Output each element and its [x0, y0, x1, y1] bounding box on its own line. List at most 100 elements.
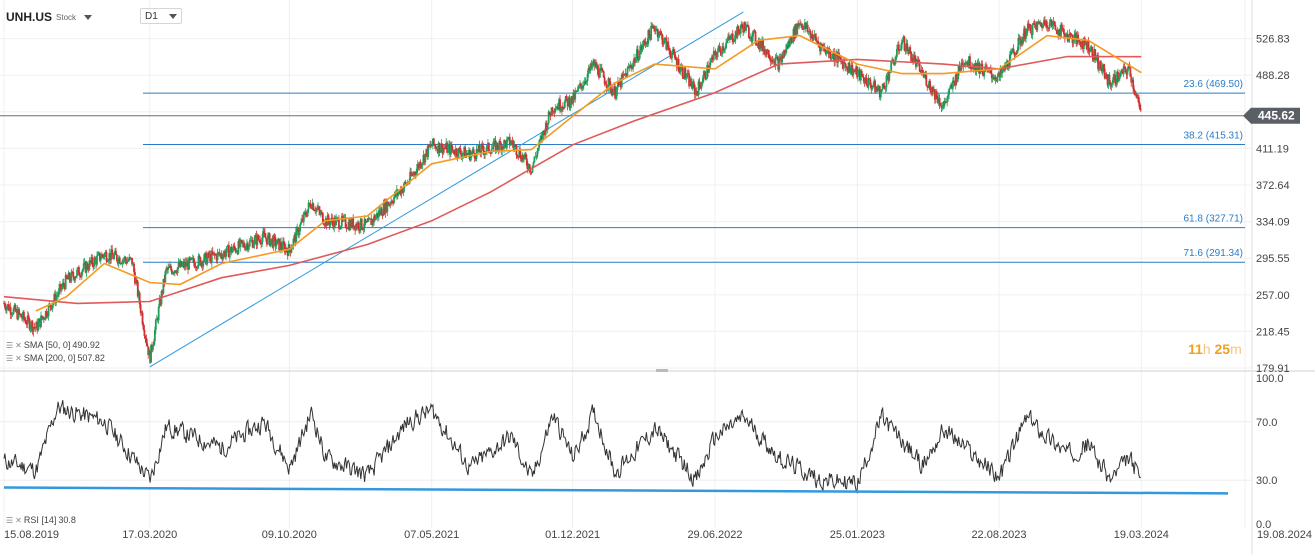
close-icon[interactable]: ✕ [15, 340, 22, 350]
candle-body [1073, 34, 1076, 41]
close-icon[interactable]: ✕ [15, 353, 22, 363]
candle-body [278, 238, 281, 251]
candle-body [856, 66, 858, 77]
settings-icon[interactable]: ☰ [6, 515, 14, 525]
candle-body [4, 303, 6, 308]
candle-body [984, 66, 987, 72]
candle-body [277, 238, 280, 240]
candle-body [897, 44, 900, 52]
candle-body [33, 326, 36, 328]
candle-body [272, 235, 275, 248]
candle-body [164, 271, 167, 283]
candle-body [713, 51, 716, 53]
candle-body [37, 322, 40, 331]
candle-body [361, 229, 364, 231]
candle-body [670, 55, 672, 59]
candle-body [520, 157, 523, 162]
candle-body [947, 94, 950, 98]
candle-body [302, 212, 305, 222]
candle-body [355, 223, 357, 231]
candle-body [855, 66, 857, 72]
candle-body [38, 318, 41, 323]
candle-body [598, 74, 600, 78]
candle-body [356, 223, 358, 228]
candle-body [469, 154, 472, 161]
candle-body [315, 208, 318, 212]
candle-body [257, 235, 260, 240]
candle-body [1127, 63, 1130, 70]
candle-body [914, 55, 916, 59]
candle-body [443, 148, 446, 150]
settings-icon[interactable]: ☰ [6, 340, 14, 350]
candle-body [1085, 43, 1088, 49]
candle-body [909, 47, 912, 52]
candle-body [1134, 91, 1136, 95]
candle-body [209, 254, 211, 258]
price-tick-label: 218.45 [1256, 326, 1290, 338]
candle-body [31, 321, 34, 332]
candle-body [448, 144, 450, 147]
candle-body [631, 67, 634, 69]
candle-body [527, 164, 530, 170]
candle-body [755, 42, 758, 45]
candle-body [155, 318, 158, 320]
candle-body [173, 270, 176, 274]
candle-body [899, 48, 902, 51]
candle-body [730, 33, 733, 36]
candle-body [1118, 72, 1121, 79]
candle-body [1095, 59, 1098, 61]
candle-body [556, 106, 559, 109]
candle-body [449, 144, 451, 155]
candle-body [650, 25, 653, 40]
candle-body [183, 261, 186, 268]
symbol-selector[interactable]: UNH.US Stock [6, 10, 93, 24]
candle-body [1117, 71, 1119, 81]
candle-body [808, 30, 811, 32]
candle-body [539, 139, 542, 142]
candle-body [143, 329, 146, 336]
candle-body [480, 144, 483, 154]
candle-body [1124, 67, 1127, 73]
candle-body [621, 74, 624, 77]
legend-rsi[interactable]: ☰ ✕ RSI [14] 30.8 [6, 515, 76, 525]
legend-sma200[interactable]: ☰ ✕ SMA [200, 0] 507.82 [6, 353, 105, 363]
candle-body [1030, 33, 1033, 35]
candle-body [534, 156, 537, 158]
candle-body [561, 106, 564, 108]
candle-body [505, 141, 507, 148]
candle-body [760, 40, 763, 48]
candle-body [663, 38, 666, 43]
candle-body [998, 72, 1001, 77]
candle-body [175, 272, 178, 274]
candle-body [611, 88, 614, 96]
candle-body [943, 101, 946, 107]
close-icon[interactable]: ✕ [15, 515, 22, 525]
candle-body [1104, 74, 1107, 79]
candle-body [134, 272, 136, 284]
candle-body [70, 271, 73, 282]
candle-body [86, 263, 89, 269]
timeframe-select[interactable]: D1 [140, 8, 182, 24]
candle-body [360, 218, 363, 230]
candle-body [535, 156, 538, 158]
candle-body [780, 56, 783, 63]
candle-body [1029, 24, 1032, 34]
bar-countdown: 11h 25m [1188, 341, 1242, 357]
candle-body [418, 162, 421, 169]
candle-body [1055, 29, 1058, 31]
candle-body [458, 147, 461, 149]
candle-body [599, 67, 602, 69]
candle-body [1010, 51, 1013, 53]
candle-body [6, 304, 9, 307]
candle-body [353, 225, 356, 229]
candle-body [218, 252, 221, 255]
candle-body [570, 96, 573, 105]
candle-body [72, 272, 75, 277]
candle-body [589, 63, 592, 71]
candle-body [983, 71, 986, 77]
rsi-label: RSI [14] [23, 515, 57, 525]
legend-sma50[interactable]: ☰ ✕ SMA [50, 0] 490.92 [6, 340, 100, 350]
candle-body [715, 55, 718, 58]
settings-icon[interactable]: ☰ [6, 353, 14, 363]
